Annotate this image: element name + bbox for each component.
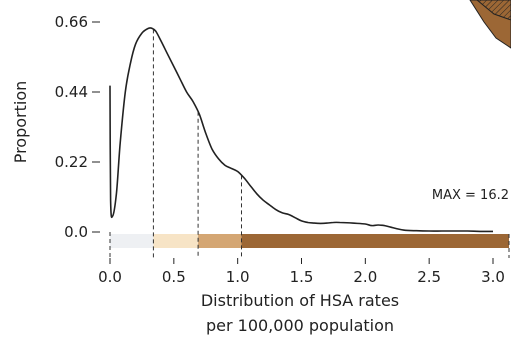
- y-tick-label: 0.66: [55, 13, 88, 31]
- color-band-4: [241, 234, 509, 248]
- map-region-hatched: [476, 0, 511, 21]
- color-scale-bands: [110, 234, 509, 248]
- y-tick-label: 0.44: [55, 83, 88, 101]
- break-lines: [109, 29, 510, 258]
- color-band-3: [198, 234, 242, 248]
- y-tick-label: 0.0: [64, 223, 88, 241]
- y-axis: 0.0 0.22 0.44 0.66: [55, 13, 100, 241]
- x-tick-label: 2.5: [417, 268, 441, 286]
- x-tick-label: 0.0: [98, 268, 122, 286]
- y-tick-label: 0.22: [55, 153, 88, 171]
- x-tick-label: 0.5: [162, 268, 186, 286]
- density-curve-group: [109, 27, 493, 233]
- map-corner-decoration: [469, 0, 511, 49]
- x-axis-title-line2: per 100,000 population: [206, 316, 394, 335]
- x-axis-title: Distribution of HSA rates: [201, 291, 399, 310]
- x-tick-label: 3.0: [481, 268, 505, 286]
- x-tick-label: 1.5: [290, 268, 314, 286]
- color-band-1: [110, 234, 154, 248]
- max-annotation: MAX = 16.2: [432, 188, 509, 203]
- x-axis: 0.0 0.5 1.0 1.5 2.0 2.5 3.0: [98, 258, 505, 286]
- color-band-2: [153, 234, 199, 248]
- x-tick-label: 2.0: [353, 268, 377, 286]
- density-curve: [109, 27, 493, 233]
- y-axis-title: Proportion: [11, 81, 30, 164]
- x-tick-label: 1.0: [226, 268, 250, 286]
